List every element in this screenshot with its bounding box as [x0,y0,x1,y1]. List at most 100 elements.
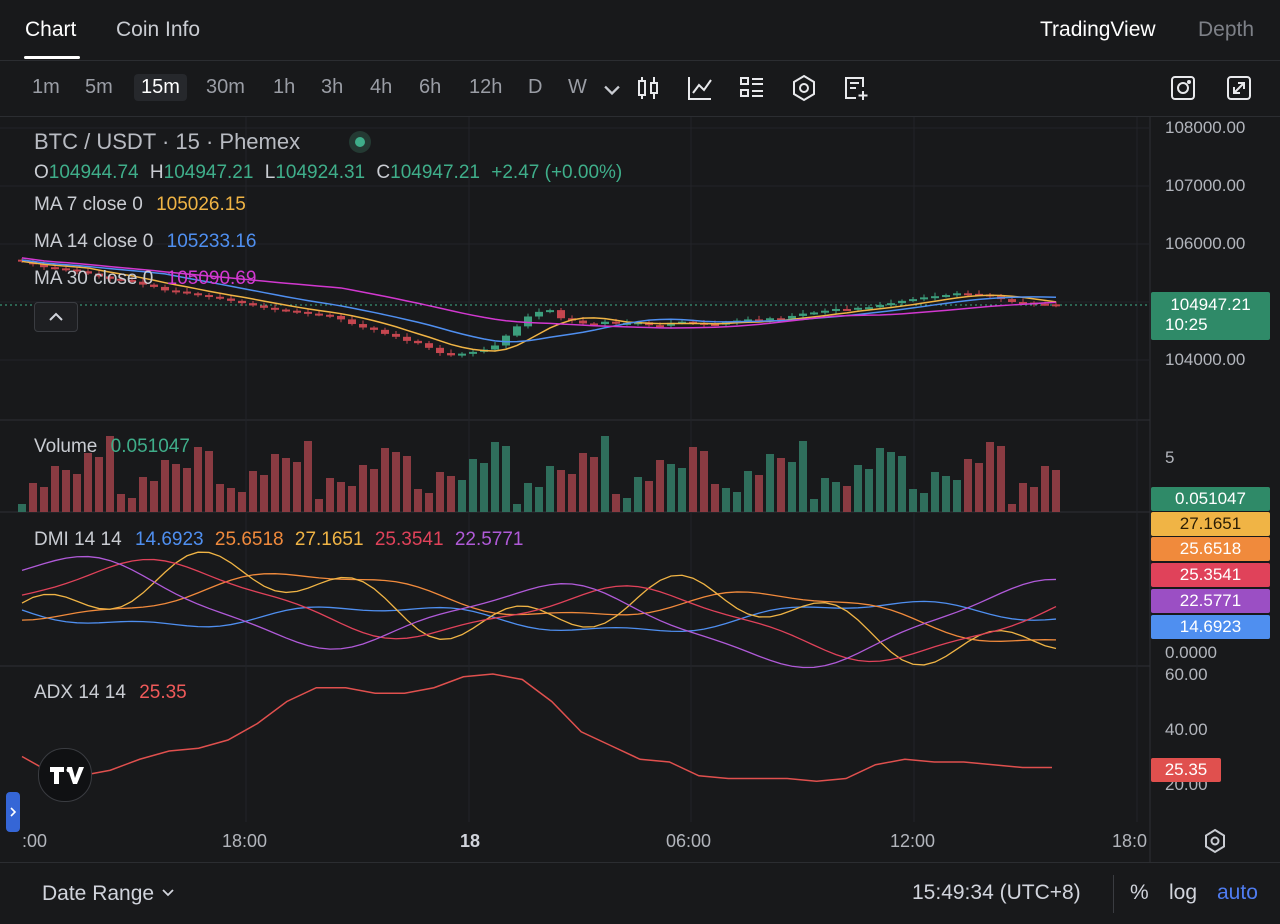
dmi-line-5 [21,555,1057,669]
volume-bar [733,492,741,512]
dmi-line-1 [21,600,1057,633]
volume-bar [700,451,708,512]
layout-list-icon[interactable] [737,73,767,103]
candle-body [1052,304,1060,307]
volume-bar [920,493,928,512]
volume-bar [634,477,642,512]
settings-hex-icon[interactable] [789,73,819,103]
tab-coin-info[interactable]: Coin Info [116,18,201,41]
volume-tag: 0.051047 [1151,487,1270,511]
candle-body [953,293,961,296]
log-toggle[interactable]: log [1169,881,1198,904]
dmi-lines [21,551,1057,669]
divider [1113,875,1114,913]
tradingview-logo[interactable] [38,748,92,802]
candle-body [876,304,884,308]
candle-body [326,314,334,317]
timeframe-1h[interactable]: 1h [273,76,296,98]
ma30-label: MA 30 close 0 [34,268,154,289]
candle-body [667,322,675,326]
timeframe-15m[interactable]: 15m [134,74,187,101]
side-panel-handle[interactable] [6,792,20,832]
candle-body [557,310,565,319]
moving-average-lines [21,257,1057,352]
volume-bar [986,442,994,512]
candle-body [40,264,48,268]
adx-axis-tick: 40.00 [1165,720,1208,739]
candle-body [964,293,972,296]
candle-body [425,343,433,348]
volume-bar [502,446,510,512]
axis-settings-icon[interactable] [1200,826,1230,856]
timeframe-6h[interactable]: 6h [419,76,442,98]
fullscreen-icon[interactable] [1224,73,1254,103]
timeframe-3h[interactable]: 3h [321,76,344,98]
candle-body [898,300,906,304]
adx-label: ADX 14 14 [34,682,126,703]
candle-body [348,319,356,325]
volume-bar [656,460,664,512]
candle-body [403,336,411,341]
candle-body [381,329,389,334]
tab-depth[interactable]: Depth [1198,18,1255,41]
volume-bar [887,452,895,512]
candle-body [766,318,774,321]
add-note-icon[interactable] [841,73,871,103]
price-tick: 104000.00 [1165,350,1246,369]
volume-bar [1019,483,1027,512]
chart-canvas[interactable] [0,117,1280,862]
chevron-down-icon [162,889,174,897]
candle-body [95,273,103,277]
ma7-label: MA 7 close 0 [34,194,143,215]
screenshot-icon[interactable] [1168,73,1198,103]
volume-bar [73,474,81,512]
indicators-icon[interactable] [685,73,715,103]
volume-bar [777,458,785,512]
tab-chart[interactable]: Chart [25,18,77,41]
timeframe-w[interactable]: W [568,76,587,98]
timeframe-4h[interactable]: 4h [370,76,393,98]
collapse-legend-button[interactable] [34,302,78,332]
timeframe-30m[interactable]: 30m [206,76,245,98]
volume-bar [898,456,906,512]
timeframe-12h[interactable]: 12h [469,76,503,98]
date-range-button[interactable]: Date Range [42,882,176,906]
ma30-legend: MA 30 close 0 105090.69 [34,268,256,290]
dmi-tag-4: 22.5771 [1151,589,1270,613]
volume-bar [370,469,378,512]
volume-bar [843,486,851,512]
chevron-up-icon [49,312,63,321]
volume-bar [62,470,70,512]
percent-toggle[interactable]: % [1130,881,1149,904]
candle-body [887,303,895,306]
timeframe-1m[interactable]: 1m [32,76,60,98]
candle-body [579,320,587,324]
candle-body [106,276,114,279]
tab-tradingview[interactable]: TradingView [1040,18,1156,41]
volume-bar [216,484,224,512]
time-tick: :00 [22,831,48,851]
candle-body [513,326,521,336]
volume-bar [711,484,719,512]
volume-bar [942,476,950,512]
volume-bar [381,448,389,512]
timeframe-5m[interactable]: 5m [85,76,113,98]
volume-bar [513,504,521,512]
active-tab-underline [24,56,80,59]
candle-body [711,324,719,327]
chevron-down-icon[interactable] [597,75,623,105]
timeframe-d[interactable]: D [528,76,543,98]
adx-legend: ADX 14 14 25.35 [34,682,187,704]
clock-timezone[interactable]: 15:49:34 (UTC+8) [912,881,1081,904]
candle-body [117,278,125,281]
bottom-bar: Date Range 15:49:34 (UTC+8) % log auto [0,862,1280,924]
candle-body [150,284,158,287]
volume-bar [326,478,334,512]
auto-toggle[interactable]: auto [1217,881,1258,904]
candle-body [128,279,136,282]
volume-bar [260,475,268,512]
time-tick: 12:00 [890,831,936,851]
candlestick-type-icon[interactable] [633,73,663,103]
dmi-axis-zero: 0.0000 [1165,643,1217,662]
candle-body [337,315,345,320]
